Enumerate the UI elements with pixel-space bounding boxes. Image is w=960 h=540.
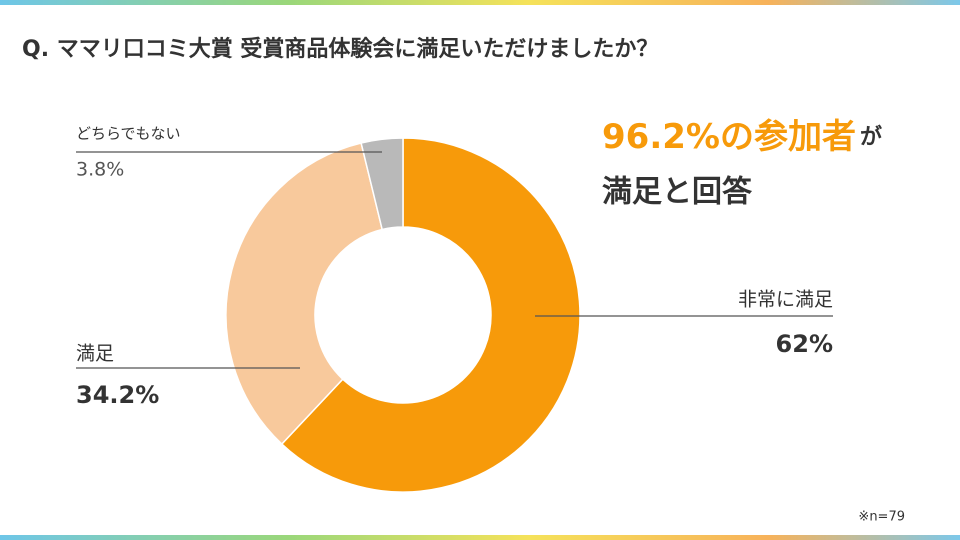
slice xyxy=(280,137,581,493)
category-label: 非常に満足 xyxy=(738,289,833,311)
highlight-line2: 満足と回答 xyxy=(602,175,753,210)
chart-title: Q. ママリ口コミ大賞 受賞商品体験会に満足いただけましたか？ xyxy=(22,36,658,62)
highlight-text: 96.2%の参加者 xyxy=(602,117,856,157)
slice xyxy=(225,142,384,446)
category-label: 満足 xyxy=(76,343,114,365)
highlight-suffix: が xyxy=(860,124,882,150)
value-label: 3.8% xyxy=(76,159,124,181)
value-label: 34.2% xyxy=(76,381,159,409)
top-stripe xyxy=(0,0,960,5)
slice xyxy=(360,137,404,231)
value-label: 62% xyxy=(776,330,833,358)
bottom-stripe xyxy=(0,535,960,540)
highlight: 96.2%の参加者が xyxy=(602,117,882,157)
category-label: どちらでもない xyxy=(76,125,181,143)
footnote: ※n=79 xyxy=(858,510,905,525)
